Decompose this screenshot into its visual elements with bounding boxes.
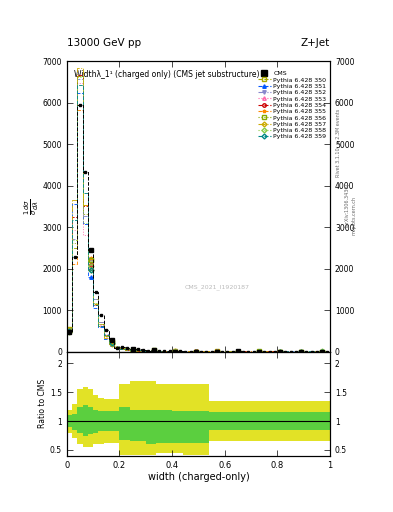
Text: [arXiv:1306.3436]: [arXiv:1306.3436] bbox=[344, 183, 349, 227]
X-axis label: width (charged-only): width (charged-only) bbox=[148, 472, 249, 482]
Text: Rivet 3.1.10, ≥ 2.3M events: Rivet 3.1.10, ≥ 2.3M events bbox=[336, 109, 341, 178]
Text: Widthλ_1¹ (charged only) (CMS jet substructure): Widthλ_1¹ (charged only) (CMS jet substr… bbox=[74, 70, 260, 79]
Y-axis label: Ratio to CMS: Ratio to CMS bbox=[38, 379, 47, 429]
Text: 13000 GeV pp: 13000 GeV pp bbox=[67, 38, 141, 48]
Legend: CMS, Pythia 6.428 350, Pythia 6.428 351, Pythia 6.428 352, Pythia 6.428 353, Pyt: CMS, Pythia 6.428 350, Pythia 6.428 351,… bbox=[258, 70, 327, 140]
Text: CMS_2021_I1920187: CMS_2021_I1920187 bbox=[184, 284, 250, 290]
Text: mcplots.cern.ch: mcplots.cern.ch bbox=[352, 196, 357, 234]
Text: Z+Jet: Z+Jet bbox=[301, 38, 330, 48]
Y-axis label: $\frac{1}{\sigma}\frac{d\sigma}{d\lambda}$: $\frac{1}{\sigma}\frac{d\sigma}{d\lambda… bbox=[23, 199, 41, 215]
